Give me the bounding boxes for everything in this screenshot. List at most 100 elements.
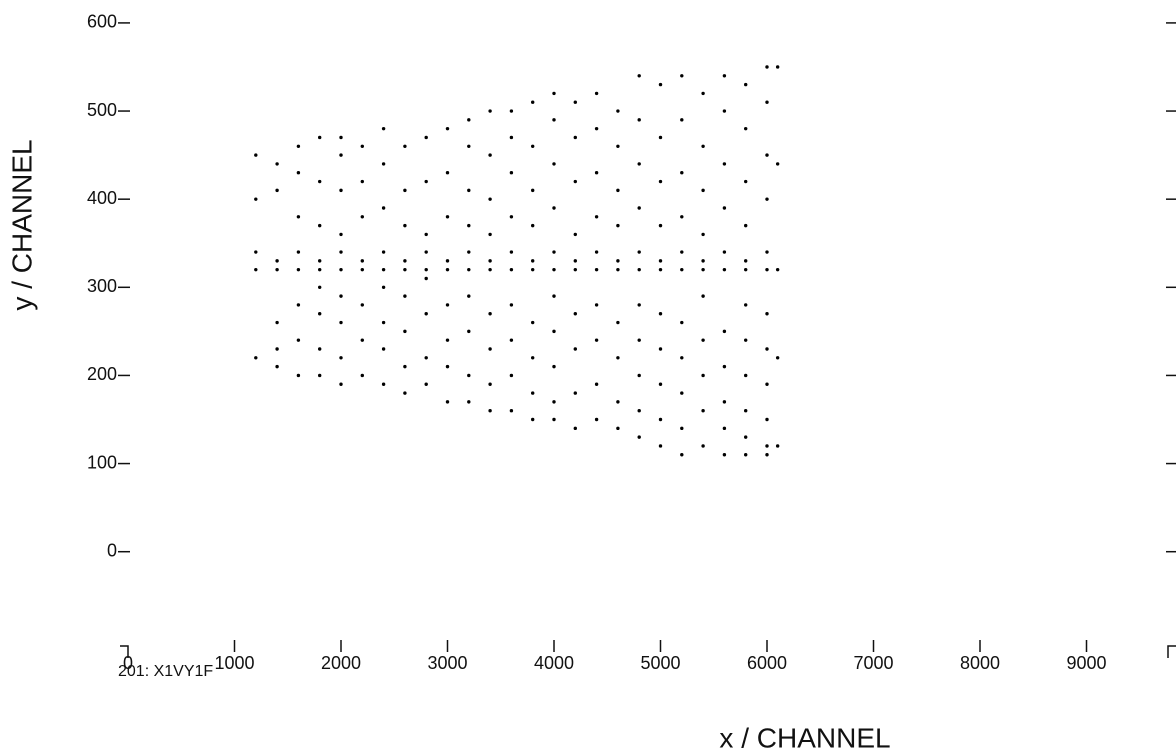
point xyxy=(722,109,727,113)
point xyxy=(254,250,258,254)
point xyxy=(467,188,471,193)
point xyxy=(722,329,727,334)
point xyxy=(381,285,386,290)
point xyxy=(552,267,556,272)
point xyxy=(488,347,492,351)
point xyxy=(339,320,343,325)
x-tick-label: 6000 xyxy=(747,653,787,673)
point xyxy=(552,364,556,369)
point xyxy=(445,267,450,272)
x-tick-label: 9000 xyxy=(1066,653,1106,673)
point xyxy=(296,338,301,342)
point xyxy=(658,312,663,316)
y-tick-label: 400 xyxy=(87,188,117,208)
point xyxy=(403,144,407,148)
point xyxy=(637,338,641,342)
point xyxy=(722,400,727,404)
x-axis-label: x / CHANNEL xyxy=(719,722,890,753)
point xyxy=(339,294,343,298)
point xyxy=(722,162,727,166)
point xyxy=(616,109,620,113)
point xyxy=(339,382,343,386)
point xyxy=(552,400,556,404)
point xyxy=(360,259,365,263)
point xyxy=(488,109,492,113)
point xyxy=(531,267,535,272)
point xyxy=(381,347,386,351)
point xyxy=(445,364,450,369)
point xyxy=(637,162,641,166)
point xyxy=(531,223,535,228)
point xyxy=(775,356,780,360)
point xyxy=(467,294,471,298)
point xyxy=(552,417,556,422)
point xyxy=(701,91,705,96)
point xyxy=(573,100,578,104)
point xyxy=(488,267,492,272)
point xyxy=(403,223,407,228)
point xyxy=(509,109,514,113)
point xyxy=(275,188,279,193)
point xyxy=(765,312,769,316)
point xyxy=(722,250,727,254)
point xyxy=(339,153,343,157)
x-tick-label: 7000 xyxy=(853,653,893,673)
point xyxy=(318,223,322,228)
x-tick-label: 2000 xyxy=(321,653,361,673)
point xyxy=(509,373,514,378)
x-tick-label: 5000 xyxy=(640,653,680,673)
point xyxy=(381,320,386,325)
point xyxy=(775,444,780,448)
point xyxy=(616,320,620,325)
point xyxy=(765,65,769,69)
point xyxy=(552,329,556,334)
point xyxy=(318,347,322,351)
y-tick-label: 300 xyxy=(87,276,117,296)
point xyxy=(552,250,556,254)
y-tick-label: 100 xyxy=(87,452,117,472)
point xyxy=(722,74,727,78)
point xyxy=(594,126,599,131)
point xyxy=(744,435,748,439)
point xyxy=(445,126,450,131)
point xyxy=(701,267,705,272)
point xyxy=(765,100,769,104)
point xyxy=(467,400,471,404)
point xyxy=(594,338,599,342)
point xyxy=(445,259,450,263)
point xyxy=(488,408,492,413)
point xyxy=(637,408,641,413)
x-tick-label: 3000 xyxy=(427,653,467,673)
point xyxy=(531,391,535,395)
point xyxy=(509,303,514,307)
point xyxy=(318,259,322,263)
point xyxy=(594,91,599,96)
point xyxy=(424,382,428,386)
y-axis-label: y / CHANNEL xyxy=(6,139,37,310)
point xyxy=(701,408,705,413)
point xyxy=(658,444,663,448)
point xyxy=(360,267,365,272)
point xyxy=(573,347,578,351)
point xyxy=(722,267,727,272)
point xyxy=(775,162,780,166)
x-tick-label: 1000 xyxy=(214,653,254,673)
point xyxy=(616,259,620,263)
point xyxy=(360,179,365,184)
point xyxy=(658,135,663,140)
point xyxy=(680,453,684,457)
point xyxy=(381,382,386,386)
point xyxy=(509,250,514,254)
x-tick-label: 8000 xyxy=(960,653,1000,673)
point xyxy=(637,267,641,272)
point xyxy=(775,65,780,69)
point xyxy=(381,250,386,254)
point xyxy=(552,118,556,122)
point xyxy=(573,267,578,272)
point xyxy=(381,206,386,210)
point xyxy=(616,400,620,404)
point xyxy=(296,144,301,148)
point xyxy=(680,250,684,254)
point xyxy=(722,364,727,369)
point xyxy=(381,267,386,272)
